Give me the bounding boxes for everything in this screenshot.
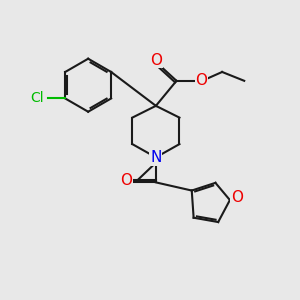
Text: O: O (196, 73, 208, 88)
Text: O: O (120, 173, 132, 188)
Text: Cl: Cl (30, 92, 44, 106)
Text: N: N (150, 150, 162, 165)
Text: O: O (231, 190, 243, 205)
Text: O: O (150, 53, 162, 68)
